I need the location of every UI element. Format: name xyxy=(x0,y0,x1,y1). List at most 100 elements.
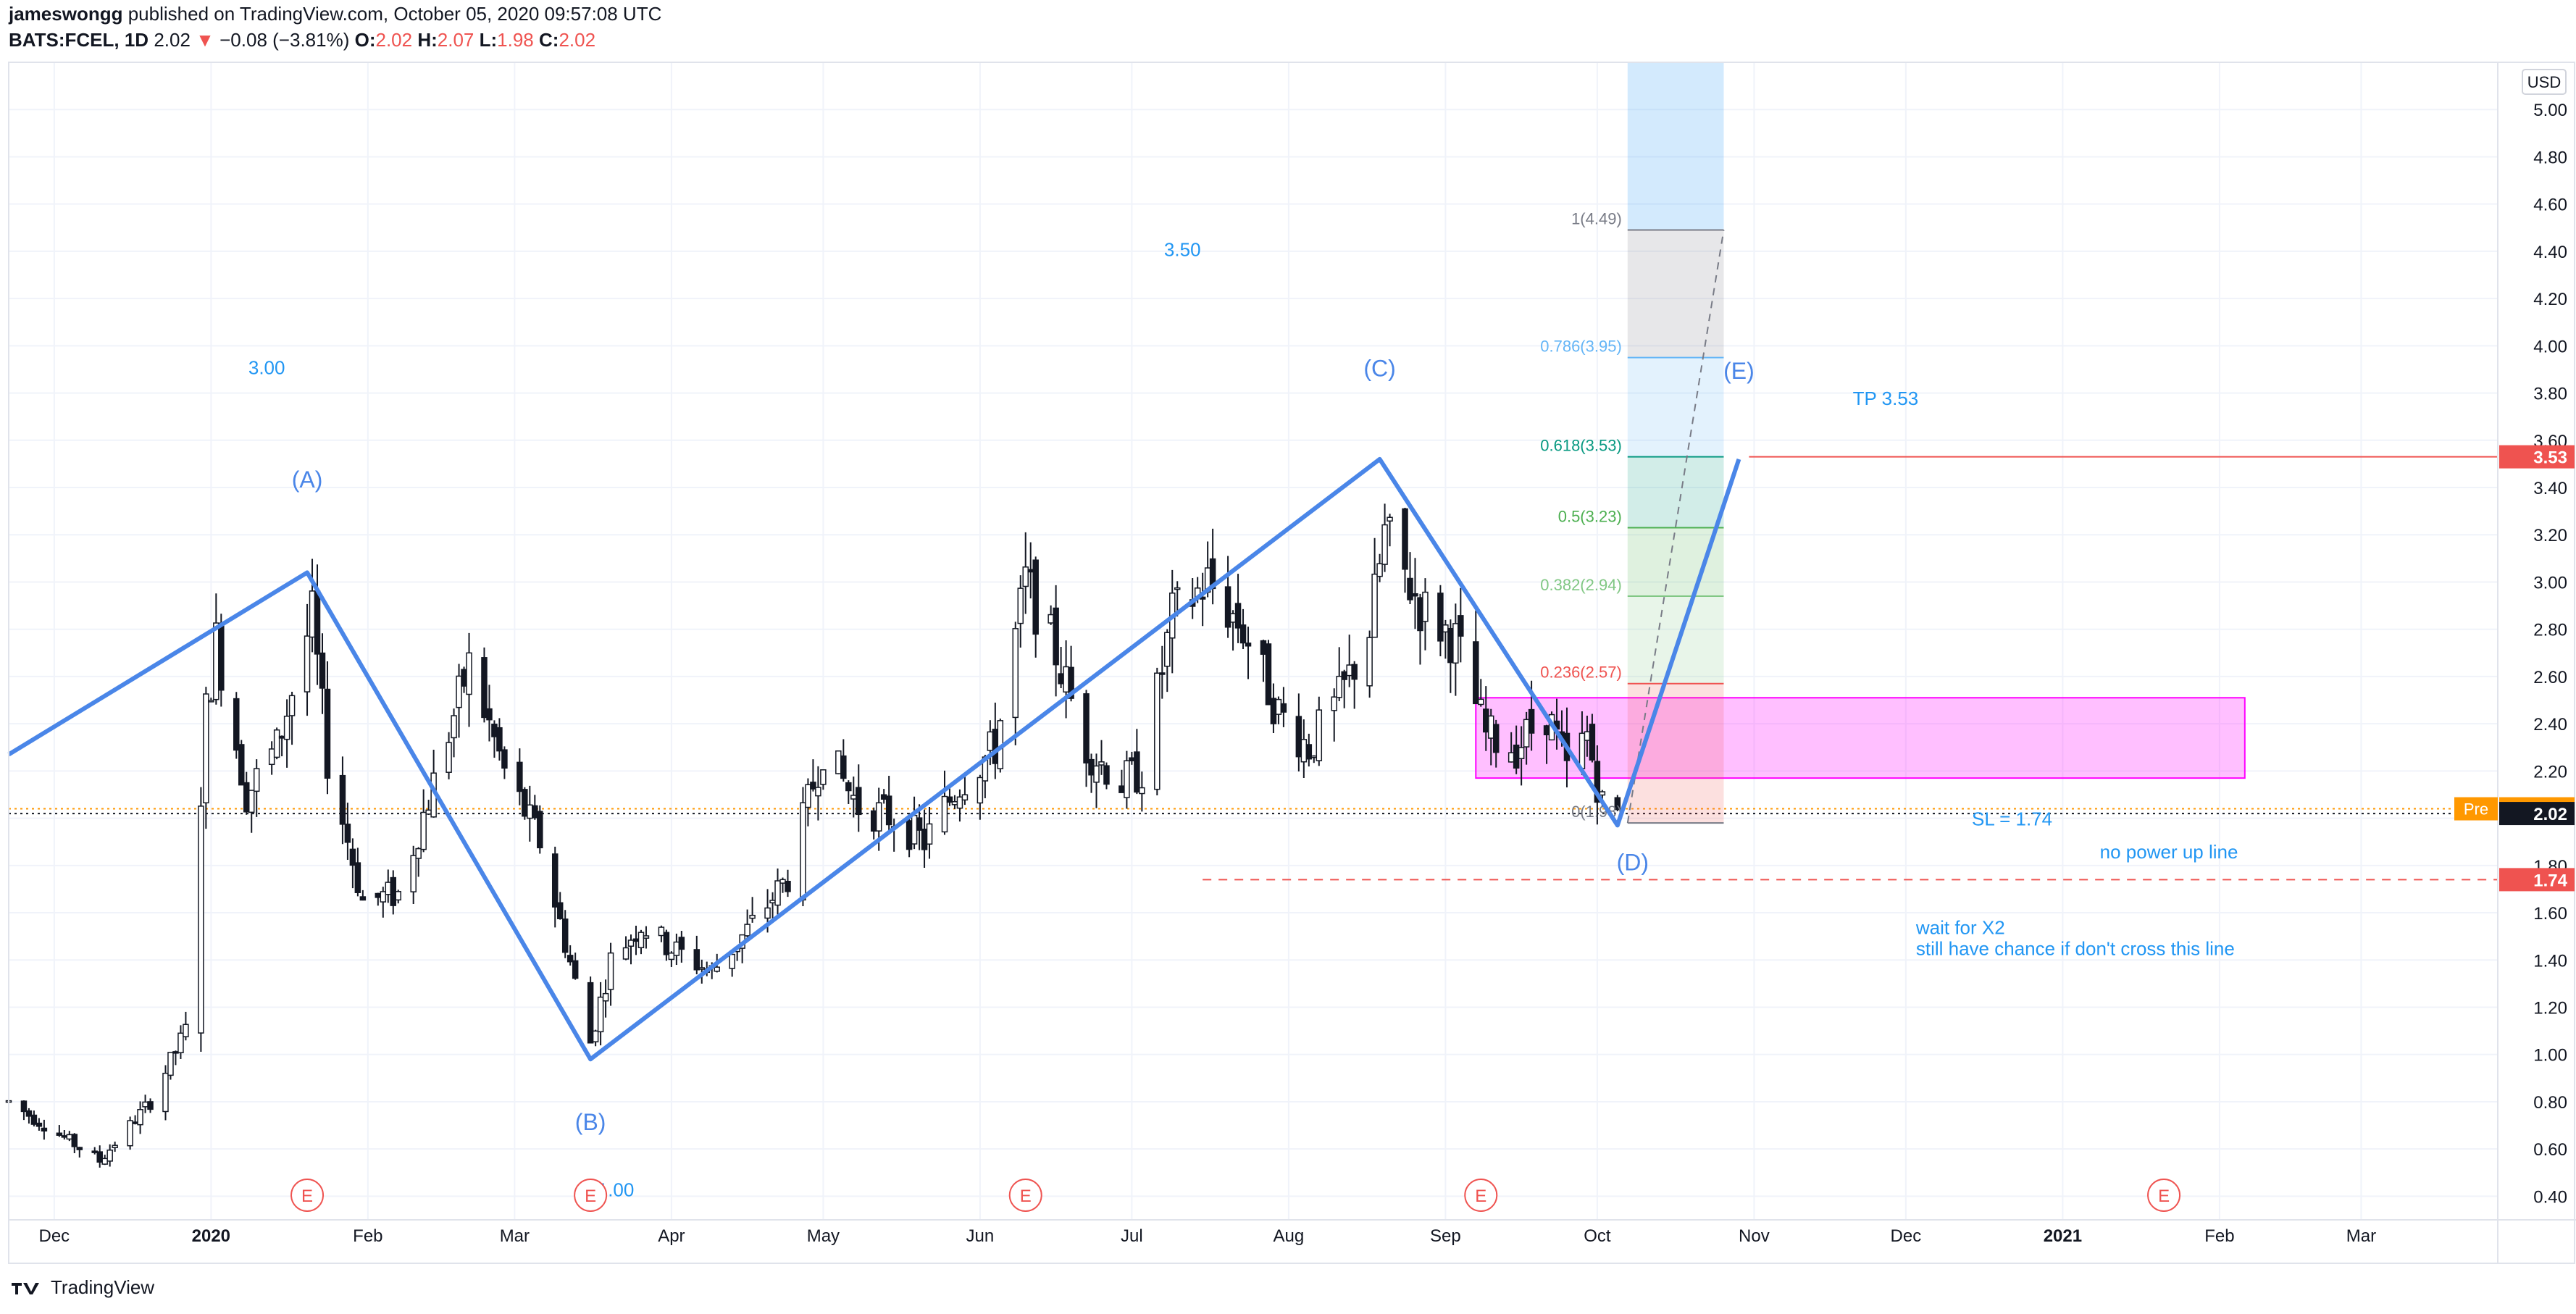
candle xyxy=(288,691,296,745)
candle-body xyxy=(248,790,255,813)
tradingview-logo-icon xyxy=(12,1282,39,1294)
candle-body xyxy=(420,811,427,850)
candle xyxy=(375,892,382,906)
publish-line: jameswongg published on TradingView.com,… xyxy=(9,3,661,25)
candle-body xyxy=(233,698,240,751)
candle-body xyxy=(1402,508,1408,570)
candle-body xyxy=(961,794,969,801)
annotation-text: SL = 1.74 xyxy=(1972,808,2052,829)
candle-body xyxy=(344,824,351,843)
candle xyxy=(253,759,260,817)
candle xyxy=(637,929,645,955)
candle-body xyxy=(1229,613,1237,623)
y-tick-label: 0.40 xyxy=(2533,1187,2567,1207)
y-tick-label: 3.20 xyxy=(2533,526,2567,545)
candle xyxy=(278,735,285,757)
earnings-label: E xyxy=(1020,1187,1032,1206)
candle-body xyxy=(106,1150,113,1162)
candle xyxy=(142,1095,149,1113)
candle xyxy=(1614,795,1621,811)
candle-body xyxy=(501,749,508,769)
candle-body xyxy=(385,882,392,895)
candle-body xyxy=(637,932,645,949)
candle-body xyxy=(1047,614,1054,624)
candle-body xyxy=(288,695,296,716)
candle-body xyxy=(815,787,821,797)
x-tick-label: Jul xyxy=(1121,1226,1143,1246)
candle xyxy=(273,727,280,760)
y-tick-label: 4.60 xyxy=(2533,196,2567,215)
candle-body xyxy=(1523,719,1530,748)
x-tick-label: 2021 xyxy=(2044,1226,2082,1246)
candle xyxy=(248,790,255,833)
earnings-marker: E xyxy=(1008,1179,1042,1212)
candle xyxy=(132,1115,138,1125)
candle xyxy=(880,789,887,804)
candle-body xyxy=(1063,666,1069,693)
candle-body xyxy=(1473,641,1479,705)
candle xyxy=(1129,751,1135,765)
candle xyxy=(800,787,806,906)
candle-body xyxy=(911,814,918,845)
candle xyxy=(1376,553,1383,582)
annotation-text: TP 3.53 xyxy=(1853,388,1919,409)
candle-body xyxy=(354,862,361,893)
candle-body xyxy=(132,1121,138,1124)
author-name[interactable]: jameswongg xyxy=(9,3,123,25)
candle-body xyxy=(268,748,275,766)
candle-body xyxy=(1234,603,1242,629)
candle-body xyxy=(481,657,488,719)
candle xyxy=(1017,575,1024,648)
candle-body xyxy=(1239,624,1247,644)
candle-body xyxy=(1589,724,1596,761)
earnings-marker: E xyxy=(574,1179,608,1212)
candle-body xyxy=(1578,732,1586,769)
fib-band xyxy=(1627,596,1724,684)
candle-body xyxy=(785,881,791,892)
candle-body xyxy=(1412,593,1418,597)
pre-market-tag xyxy=(2454,797,2498,821)
candle xyxy=(845,780,852,804)
tradingview-logo[interactable]: TradingView xyxy=(10,1276,154,1299)
candle-body xyxy=(1513,744,1520,769)
y-tick-label: 3.00 xyxy=(2533,573,2567,593)
candle-body xyxy=(875,802,882,832)
fib-level-label: 0.5(3.23) xyxy=(1558,507,1622,525)
candle-body xyxy=(1280,703,1287,713)
open-label: O: xyxy=(354,29,376,51)
candle-body xyxy=(537,811,543,849)
candle xyxy=(769,892,776,920)
candle xyxy=(951,795,958,809)
candle xyxy=(1275,696,1282,724)
candle-body xyxy=(951,801,958,805)
candle-body xyxy=(522,789,528,817)
earnings-marker: E xyxy=(290,1179,325,1212)
price-change: −0.08 (−3.81%) xyxy=(219,29,350,51)
candle xyxy=(815,766,821,821)
candle-body xyxy=(76,1147,83,1150)
candle xyxy=(96,1145,103,1168)
candle xyxy=(390,870,397,915)
symbol-interval[interactable]: BATS:FCEL, 1D xyxy=(9,29,149,51)
elliott-wave-line xyxy=(7,456,1741,1062)
candle xyxy=(1442,619,1449,659)
candle-body xyxy=(395,891,401,901)
wave-lines[interactable] xyxy=(7,456,1741,1062)
candle-body xyxy=(1584,731,1591,741)
candle-body xyxy=(1528,708,1535,734)
candle xyxy=(592,1029,599,1047)
candle xyxy=(461,666,467,693)
candle xyxy=(1447,619,1454,693)
candle xyxy=(1118,769,1125,793)
y-tick-label: 1.20 xyxy=(2533,998,2567,1018)
y-tick-label: 2.60 xyxy=(2533,668,2567,687)
candle-body xyxy=(764,907,771,919)
candle xyxy=(1351,661,1358,709)
candle xyxy=(147,1098,154,1113)
candle-body xyxy=(698,967,706,970)
candle-body xyxy=(1437,593,1444,642)
candle-body xyxy=(532,805,538,819)
candle-body xyxy=(1599,791,1606,796)
candle-body xyxy=(1260,640,1267,655)
